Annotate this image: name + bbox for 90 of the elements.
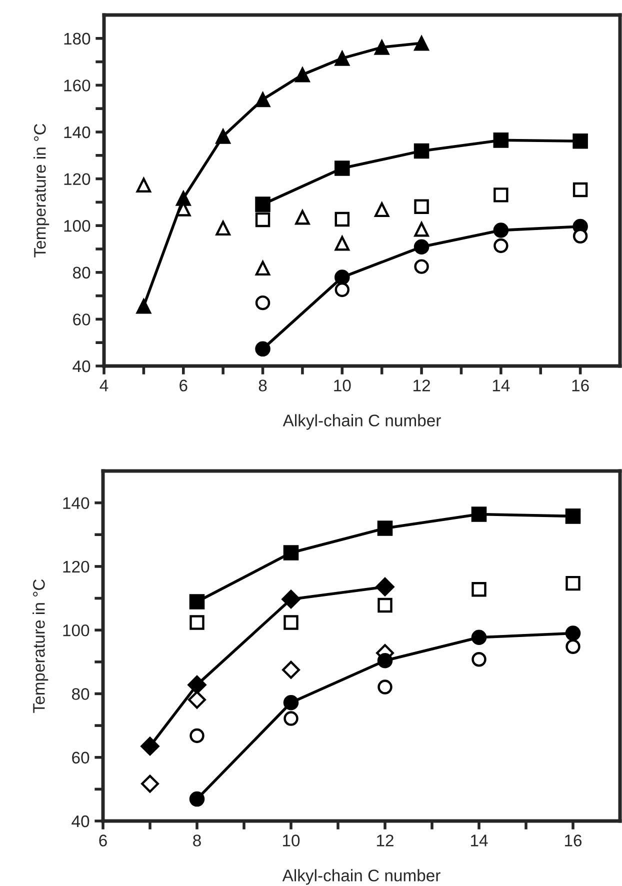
point	[374, 40, 390, 55]
x-tick-label: 12	[414, 380, 430, 392]
y-tick-label: 80	[72, 688, 90, 700]
x-tick-label: 10	[334, 380, 351, 392]
point	[334, 50, 350, 66]
point	[472, 652, 486, 667]
point	[334, 270, 350, 285]
point	[494, 238, 508, 254]
point	[565, 626, 581, 641]
point	[472, 582, 486, 597]
point	[282, 660, 300, 679]
x-tick-label: 8	[258, 380, 267, 392]
point	[493, 222, 509, 238]
point	[414, 222, 429, 237]
point	[334, 236, 350, 251]
point	[187, 675, 207, 694]
point	[255, 196, 270, 212]
x-tick-label: 8	[193, 834, 201, 846]
point	[294, 67, 310, 82]
y-tick-label: 100	[63, 624, 90, 636]
point	[374, 202, 390, 218]
point	[334, 282, 350, 298]
y-tick-label: 160	[64, 80, 90, 92]
point	[189, 791, 205, 807]
y-tick-label: 120	[63, 560, 90, 573]
point	[284, 615, 298, 630]
point	[140, 736, 160, 756]
point	[136, 298, 152, 314]
point	[493, 132, 509, 148]
y-tick-label: 180	[64, 32, 90, 45]
point	[255, 341, 270, 357]
x-tick-label: 6	[99, 834, 107, 846]
point	[572, 182, 588, 198]
point	[281, 590, 301, 609]
point	[471, 630, 487, 646]
point	[378, 598, 392, 613]
x-tick-label: 16	[572, 380, 589, 392]
y-tick-label: 40	[72, 360, 90, 372]
point	[190, 615, 204, 630]
y-tick-label: 140	[63, 497, 90, 510]
y-tick-label: 80	[72, 266, 90, 279]
point	[565, 508, 581, 524]
y-tick-label: 60	[72, 752, 90, 764]
y-tick-label: 140	[64, 126, 90, 138]
point	[284, 711, 298, 726]
point	[378, 680, 392, 694]
point	[295, 210, 310, 225]
point	[334, 160, 350, 176]
point	[414, 199, 429, 214]
y-axis-title: Temperature in °C	[34, 124, 50, 258]
x-tick-label: 10	[283, 834, 300, 846]
point	[283, 694, 299, 710]
x-tick-label: 14	[492, 380, 510, 392]
x-axis-title: Alkyl-chain C number	[282, 869, 440, 885]
point	[566, 576, 580, 591]
y-tick-label: 60	[73, 314, 90, 326]
point	[471, 506, 487, 522]
x-tick-label: 6	[180, 380, 188, 392]
point	[414, 239, 430, 255]
point	[189, 594, 205, 610]
y-axis-title: Temperature in °C	[32, 579, 48, 713]
x-axis-title: Alkyl-chain C number	[282, 414, 441, 430]
point	[414, 35, 430, 51]
point	[255, 295, 270, 310]
x-tick-label: 16	[565, 834, 582, 846]
point	[377, 520, 393, 536]
point	[188, 690, 206, 709]
point	[141, 774, 159, 793]
point	[414, 259, 429, 274]
point	[494, 188, 508, 202]
point	[216, 220, 230, 236]
point	[375, 577, 395, 596]
point	[255, 92, 270, 108]
point	[190, 728, 204, 744]
x-tick-label: 12	[377, 834, 394, 846]
point	[414, 143, 430, 159]
x-tick-label: 14	[471, 834, 488, 846]
point	[136, 178, 152, 192]
point	[255, 212, 270, 228]
point	[215, 128, 231, 144]
y-tick-label: 40	[72, 815, 90, 828]
point	[255, 260, 270, 276]
x-tick-label: 4	[100, 380, 108, 392]
point	[572, 133, 588, 149]
y-tick-label: 120	[64, 173, 90, 186]
point	[377, 652, 393, 668]
point	[566, 639, 580, 654]
point	[283, 545, 299, 560]
point	[334, 212, 350, 227]
y-tick-label: 100	[64, 220, 90, 232]
